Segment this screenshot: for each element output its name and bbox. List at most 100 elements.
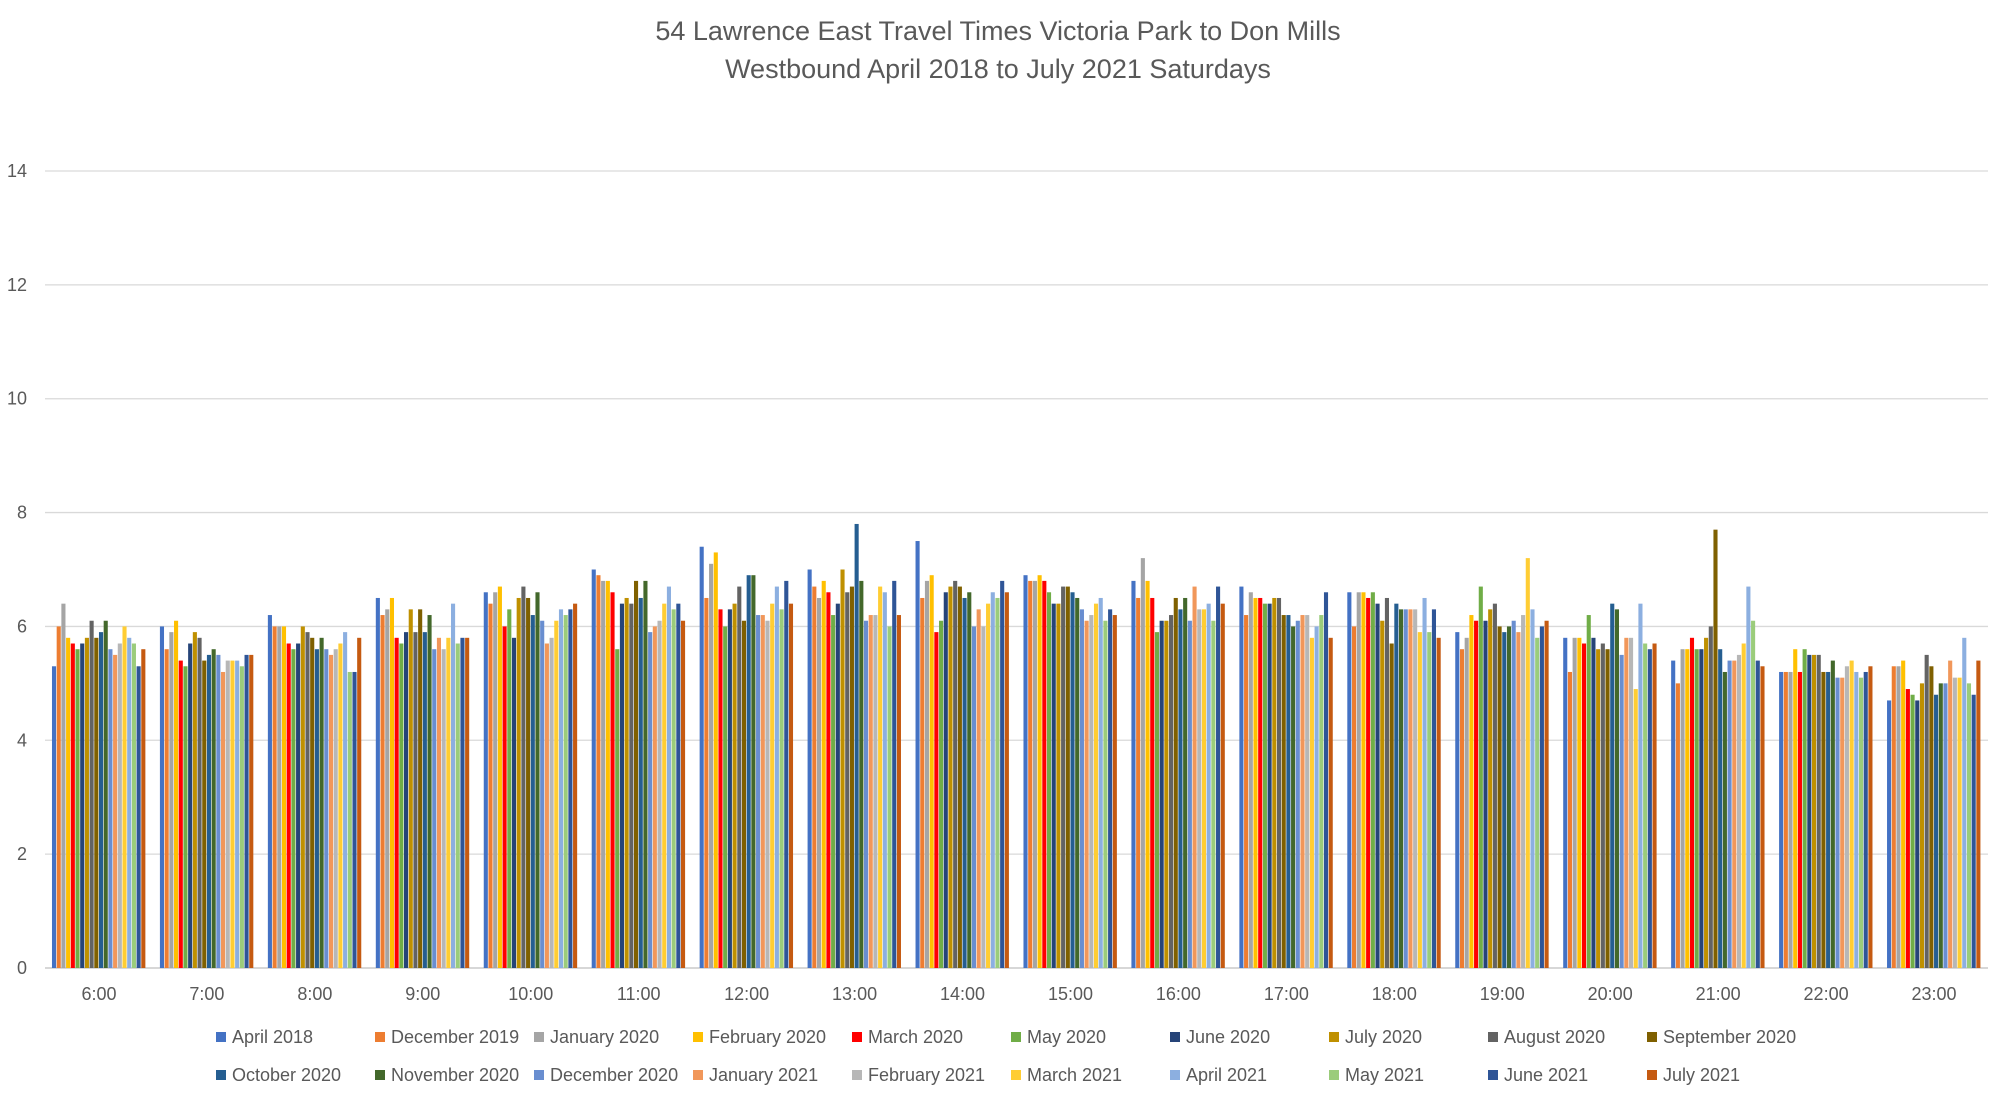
bar [408, 609, 413, 968]
bar [1708, 626, 1713, 968]
bar [1966, 683, 1972, 968]
bar [122, 626, 127, 968]
bar [1267, 603, 1272, 968]
y-tick-label: 8 [17, 503, 27, 523]
legend-label: April 2021 [1186, 1065, 1267, 1085]
bar [1000, 580, 1005, 968]
bar [357, 637, 362, 968]
bar [1741, 643, 1746, 968]
bar [1286, 615, 1291, 968]
bar [934, 632, 939, 968]
bar [281, 626, 287, 968]
legend-swatch [1011, 1032, 1021, 1042]
bar [1164, 620, 1169, 968]
bar [507, 609, 512, 968]
bar [1389, 643, 1394, 968]
bar [164, 649, 169, 968]
bar [831, 615, 836, 968]
bar [300, 626, 305, 968]
bar [1075, 597, 1080, 968]
x-tick-label: 10:00 [508, 984, 553, 1004]
bar [1647, 649, 1652, 968]
bar [1051, 603, 1056, 968]
bar [1323, 592, 1329, 968]
legend-swatch [1329, 1070, 1339, 1080]
bar [1811, 654, 1817, 968]
bar [1108, 609, 1113, 968]
bar [1783, 671, 1788, 968]
bar [1098, 597, 1103, 968]
bar [896, 615, 901, 968]
bar [1736, 654, 1742, 968]
bar [995, 597, 1000, 968]
bar [1577, 637, 1582, 968]
bar [624, 597, 629, 968]
bar [1581, 643, 1587, 968]
bar [375, 597, 380, 968]
legend-swatch [852, 1032, 862, 1042]
bar [1305, 615, 1310, 968]
bar [540, 620, 545, 968]
bar [1417, 632, 1422, 968]
bar [1366, 597, 1371, 968]
legend-swatch [1170, 1070, 1180, 1080]
bar [1699, 649, 1704, 968]
bar [849, 586, 854, 968]
legend-swatch [375, 1032, 385, 1042]
bar [826, 592, 831, 968]
bar [511, 637, 517, 968]
x-tick-label: 21:00 [1696, 984, 1741, 1004]
bar [924, 580, 930, 968]
bar [1201, 609, 1207, 968]
y-axis-ticks: 0 2 4 6 8 10 12 14 [7, 161, 27, 978]
bar [1779, 671, 1784, 968]
bar [840, 569, 845, 968]
bar [441, 649, 446, 968]
bar [1061, 586, 1066, 968]
bar [1713, 529, 1718, 968]
bar [530, 615, 535, 968]
legend-label: December 2020 [550, 1065, 678, 1085]
bar [296, 643, 301, 968]
bar [460, 637, 465, 968]
bar [1474, 620, 1479, 968]
bar [1037, 575, 1042, 968]
bar [770, 603, 775, 968]
bar [863, 620, 869, 968]
bar [1244, 615, 1249, 968]
bar [605, 580, 610, 968]
bar [1971, 694, 1976, 968]
legend-swatch [534, 1032, 544, 1042]
bar [1478, 586, 1483, 968]
bar [1675, 683, 1680, 968]
bar [497, 586, 502, 968]
bar [1751, 620, 1756, 968]
bar [1084, 620, 1089, 968]
bar [1797, 671, 1802, 968]
bar [206, 654, 212, 968]
bar [1497, 626, 1502, 968]
bar [1628, 637, 1634, 968]
legend-swatch [1329, 1032, 1339, 1042]
bar [962, 597, 967, 968]
bar [352, 671, 357, 968]
x-tick-label: 15:00 [1048, 984, 1093, 1004]
bar [192, 632, 197, 968]
bar [1192, 586, 1197, 968]
bar [1506, 626, 1512, 968]
bar [1535, 637, 1540, 968]
bar [1891, 666, 1896, 968]
bar [1169, 615, 1174, 968]
bar [1469, 615, 1474, 968]
bar [314, 649, 319, 968]
bar [601, 580, 606, 968]
bar [873, 615, 878, 968]
legend-label: April 2018 [232, 1027, 313, 1047]
bar [1685, 649, 1690, 968]
bar [310, 637, 315, 968]
bar [563, 615, 568, 968]
bar [249, 654, 254, 968]
bar [1586, 615, 1591, 968]
legend-swatch [1011, 1070, 1021, 1080]
bar [596, 575, 601, 968]
